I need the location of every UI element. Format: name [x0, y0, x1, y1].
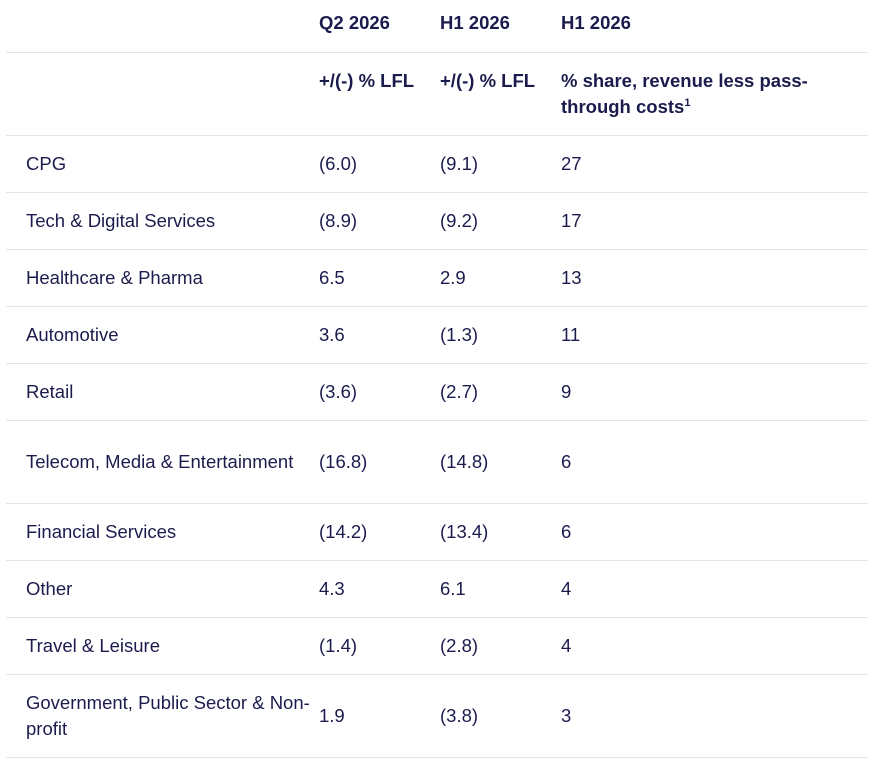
- q2-lfl-cell: 6.5: [319, 266, 345, 288]
- sector-cell: Financial Services: [26, 520, 177, 542]
- q2-lfl-cell: (16.8): [319, 450, 368, 472]
- sector-cell: Healthcare & Pharma: [26, 266, 203, 288]
- header-row-periods: Q2 2026 H1 2026 H1 2026: [6, 0, 868, 52]
- table-row: Automotive 3.6 (1.3) 11: [6, 306, 868, 363]
- table-row: Government, Public Sector & Non-profit 1…: [6, 674, 868, 757]
- footnote-marker: 1: [684, 96, 691, 109]
- header-metric-share: % share, revenue less pass-through costs…: [561, 52, 868, 135]
- share-cell: 6: [561, 450, 572, 472]
- share-cell: 9: [561, 380, 572, 402]
- header-period-h1-lfl: H1 2026: [440, 12, 510, 33]
- h1-lfl-cell: (3.8): [440, 704, 479, 726]
- table-row: Healthcare & Pharma 6.5 2.9 13: [6, 249, 868, 306]
- q2-lfl-cell: 4.3: [319, 577, 345, 599]
- share-cell: 13: [561, 266, 582, 288]
- h1-lfl-cell: 2.9: [440, 266, 466, 288]
- q2-lfl-cell: (8.9): [319, 209, 358, 231]
- share-cell: 11: [561, 323, 581, 345]
- sector-cell: Travel & Leisure: [26, 634, 161, 656]
- table-row: Travel & Leisure (1.4) (2.8) 4: [6, 617, 868, 674]
- sector-cell: Tech & Digital Services: [26, 209, 216, 231]
- share-cell: 6: [561, 520, 572, 542]
- q2-lfl-cell: 1.9: [319, 704, 345, 726]
- h1-lfl-cell: (9.2): [440, 209, 479, 231]
- q2-lfl-cell: (1.4): [319, 634, 358, 656]
- h1-lfl-cell: (9.1): [440, 152, 479, 174]
- h1-lfl-cell: (14.8): [440, 450, 489, 472]
- sector-cell: Telecom, Media & Entertainment: [26, 450, 294, 472]
- sector-revenue-table: Q2 2026 H1 2026 H1 2026 +/(-) % LFL +/(-…: [6, 0, 868, 758]
- table-row: Telecom, Media & Entertainment (16.8) (1…: [6, 420, 868, 503]
- share-cell: 3: [561, 704, 572, 726]
- q2-lfl-cell: (6.0): [319, 152, 358, 174]
- header-metric-q2-lfl: +/(-) % LFL: [319, 69, 415, 91]
- h1-lfl-cell: (2.7): [440, 380, 479, 402]
- header-row-metrics: +/(-) % LFL +/(-) % LFL % share, revenue…: [6, 52, 868, 135]
- q2-lfl-cell: (3.6): [319, 380, 358, 402]
- table-row: Financial Services (14.2) (13.4) 6: [6, 503, 868, 560]
- sector-revenue-table-container: Q2 2026 H1 2026 H1 2026 +/(-) % LFL +/(-…: [6, 0, 868, 758]
- sector-cell: Retail: [26, 380, 74, 402]
- header-metric-blank: [6, 52, 319, 135]
- share-cell: 4: [561, 577, 572, 599]
- sector-cell: Government, Public Sector & Non-profit: [26, 691, 310, 739]
- share-cell: 4: [561, 634, 572, 656]
- table-row: Retail (3.6) (2.7) 9: [6, 363, 868, 420]
- sector-cell: CPG: [26, 152, 67, 174]
- table-row: CPG (6.0) (9.1) 27: [6, 135, 868, 192]
- header-sector-blank: [6, 0, 319, 52]
- q2-lfl-cell: 3.6: [319, 323, 345, 345]
- header-period-h1-share: H1 2026: [561, 12, 631, 33]
- share-cell: 17: [561, 209, 582, 231]
- h1-lfl-cell: (2.8): [440, 634, 479, 656]
- sector-cell: Other: [26, 577, 73, 599]
- table-row: Tech & Digital Services (8.9) (9.2) 17: [6, 192, 868, 249]
- h1-lfl-cell: (1.3): [440, 323, 479, 345]
- share-cell: 27: [561, 152, 582, 174]
- q2-lfl-cell: (14.2): [319, 520, 368, 542]
- h1-lfl-cell: 6.1: [440, 577, 466, 599]
- header-period-q2: Q2 2026: [319, 12, 390, 33]
- header-metric-h1-lfl: +/(-) % LFL: [440, 69, 536, 91]
- header-metric-share-text: % share, revenue less pass-through costs: [561, 69, 808, 117]
- table-row: Other 4.3 6.1 4: [6, 560, 868, 617]
- h1-lfl-cell: (13.4): [440, 520, 489, 542]
- sector-cell: Automotive: [26, 323, 119, 345]
